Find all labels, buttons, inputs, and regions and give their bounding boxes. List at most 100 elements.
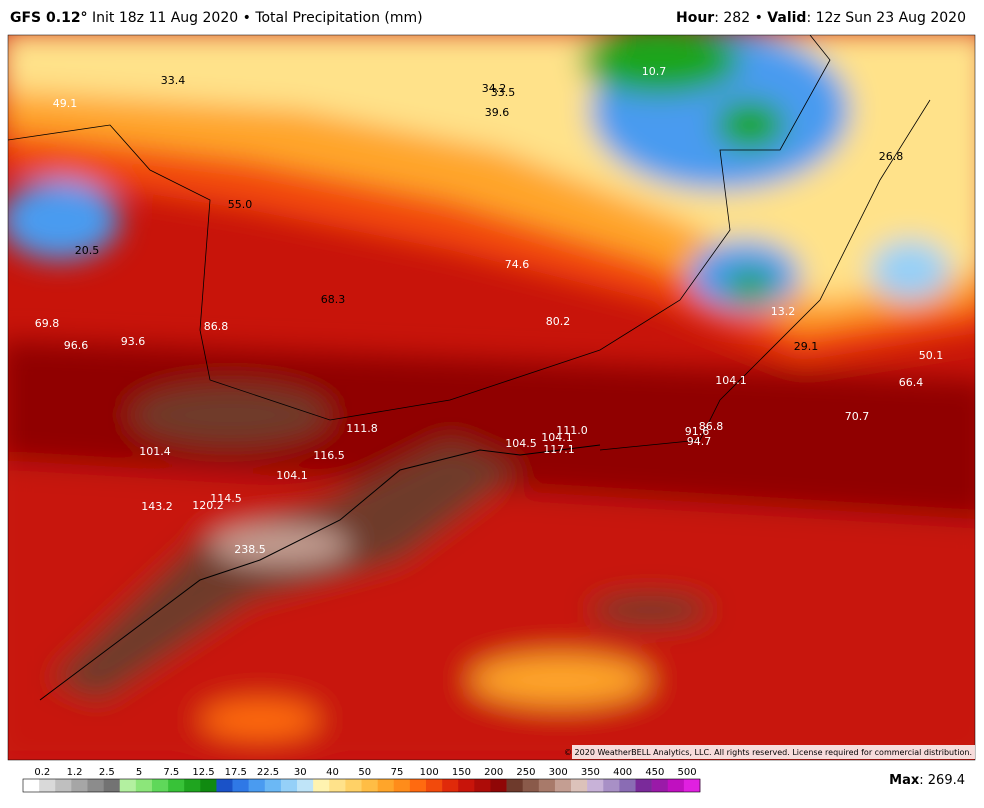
colorbar-swatch: [103, 779, 121, 792]
colorbar-swatch: [409, 779, 427, 792]
colorbar-swatch: [168, 779, 185, 792]
colorbar-tick: 200: [484, 767, 503, 778]
colorbar-frame: [22, 778, 701, 793]
colorbar-swatch: [571, 779, 588, 792]
precip-label: 26.8: [879, 150, 904, 163]
precip-label: 74.6: [505, 258, 530, 271]
colorbar-swatch: [39, 779, 56, 792]
colorbar-tick: 17.5: [225, 767, 247, 778]
colorbar-swatch: [522, 779, 540, 792]
precip-label: 104.1: [715, 374, 747, 387]
sep: •: [754, 10, 763, 26]
colorbar-tick: 30: [294, 767, 307, 778]
colorbar-swatch: [683, 779, 701, 792]
colorbar-swatch: [71, 779, 88, 792]
colorbar-swatch: [361, 779, 378, 792]
precip-label: 69.8: [35, 317, 60, 330]
colorbar-swatch: [87, 779, 104, 792]
colorbar-tick: 350: [581, 767, 600, 778]
product: Total Precipitation (mm): [255, 10, 423, 26]
precip-label: 120.2: [192, 499, 224, 512]
colorbar-swatch: [264, 779, 282, 792]
colorbar-swatch: [651, 779, 669, 792]
precip-label: 33.4: [161, 74, 186, 87]
colorbar-tick: 5: [136, 767, 142, 778]
colorbar-tick: 150: [452, 767, 471, 778]
precip-label: 13.2: [771, 305, 796, 318]
valid-label: Valid: [767, 10, 807, 26]
colorbar-swatch: [313, 779, 330, 792]
colorbar-swatch: [538, 779, 556, 792]
precip-label: 117.1: [543, 443, 575, 456]
colorbar-tick: 40: [326, 767, 339, 778]
precip-label: 238.5: [234, 543, 266, 556]
copyright-bg: [572, 745, 975, 759]
precip-label: 91.6: [685, 425, 710, 438]
colorbar-swatch: [232, 779, 249, 792]
precip-label: 33.5: [491, 86, 516, 99]
header-right: Hour: 282 • Valid: 12z Sun 23 Aug 2020: [676, 10, 966, 26]
valid: 12z Sun 23 Aug 2020: [815, 10, 966, 26]
colorbar-swatch: [184, 779, 201, 792]
precip-label: 70.7: [845, 410, 870, 423]
colorbar-tick: 50: [358, 767, 371, 778]
precip-label: 104.1: [276, 469, 308, 482]
colorbar-swatch: [425, 779, 443, 792]
colorbar-tick: 1.2: [67, 767, 83, 778]
colorbar-tick: 22.5: [257, 767, 279, 778]
colorbar-swatch: [135, 779, 153, 792]
precip-label: 86.8: [699, 420, 724, 433]
colorbar-swatch: [442, 779, 459, 792]
precip-label: 20.5: [75, 244, 100, 257]
colorbar-tick: 250: [516, 767, 535, 778]
precip-label: 94.7: [687, 435, 712, 448]
hour: 282: [723, 10, 751, 26]
precip-label: 34.2: [482, 82, 507, 95]
colorbar-swatch: [393, 779, 411, 792]
precip-label: 104.5: [505, 437, 537, 450]
colorbar-tick: 400: [613, 767, 632, 778]
sep: •: [242, 10, 251, 26]
precip-label: 50.1: [919, 349, 944, 362]
precip-label: 93.6: [121, 335, 146, 348]
colorbar-swatch: [216, 779, 233, 792]
colorbar-tick: 75: [391, 767, 404, 778]
colorbar-swatch: [506, 779, 523, 792]
copyright: © 2020 WeatherBELL Analytics, LLC. All r…: [564, 748, 972, 757]
precip-label: 116.5: [313, 449, 345, 462]
precip-field: [8, 35, 975, 760]
colorbar-swatch: [458, 779, 475, 792]
colorbar-swatch: [119, 779, 137, 792]
colorbar-swatch: [280, 779, 298, 792]
init: Init 18z 11 Aug 2020: [92, 10, 239, 26]
colorbar-swatch: [587, 779, 604, 792]
precip-label: 96.6: [64, 339, 89, 352]
precip-label: 29.1: [794, 340, 819, 353]
precip-label: 114.5: [210, 492, 242, 505]
precip-label: 104.1: [541, 431, 573, 444]
precip-label: 111.0: [556, 424, 588, 437]
colorbar-tick: 0.2: [34, 767, 50, 778]
colorbar-swatch: [474, 779, 491, 792]
colorbar-swatch: [667, 779, 685, 792]
colorbar-swatch: [200, 779, 217, 792]
precip-label: 86.8: [204, 320, 229, 333]
precip-label: 143.2: [141, 500, 173, 513]
colorbar-swatch: [297, 779, 314, 792]
colorbar-swatch: [55, 779, 72, 792]
map-frame: [7, 34, 976, 761]
colorbar-tick: 12.5: [192, 767, 214, 778]
colorbar-swatch: [635, 779, 652, 792]
precip-label: 101.4: [139, 445, 171, 458]
precip-label: 39.6: [485, 106, 510, 119]
precip-label: 111.8: [346, 422, 378, 435]
precip-label: 80.2: [546, 315, 571, 328]
colorbar-tick: 100: [420, 767, 439, 778]
colorbar-swatch: [603, 779, 620, 792]
precip-label: 68.3: [321, 293, 346, 306]
colorbar-swatch: [345, 779, 362, 792]
colorbar-swatch: [554, 779, 572, 792]
header: GFS 0.12° Init 18z 11 Aug 2020 • Total P…: [10, 10, 974, 32]
max: Max: 269.4: [889, 773, 965, 788]
